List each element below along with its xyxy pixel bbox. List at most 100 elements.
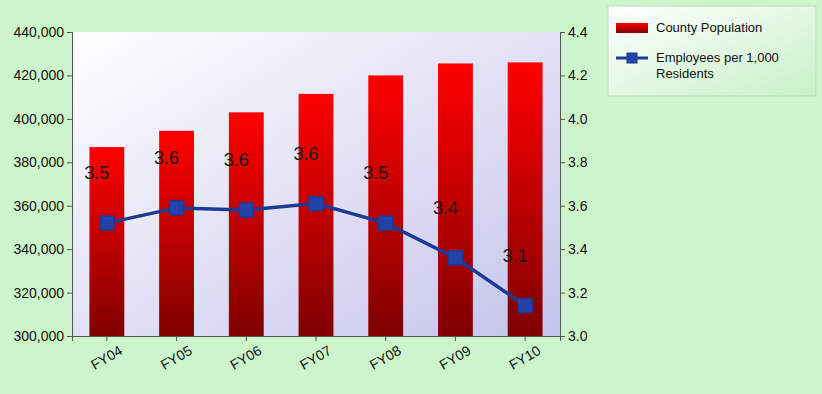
tick-mark — [316, 336, 317, 341]
axis-line — [561, 33, 566, 337]
tick-mark — [67, 336, 72, 337]
tick-label: 440,000 — [13, 24, 64, 40]
x-axis: FY04 FY05 FY06 FY07 FY08 FY09 FY10 — [73, 336, 561, 373]
data-label: 3.4 — [433, 198, 458, 218]
tick-label: 4.2 — [568, 67, 588, 83]
tick-label: 340,000 — [13, 241, 64, 257]
tick: FY09 — [436, 336, 473, 373]
tick-mark — [560, 75, 565, 76]
bar — [508, 62, 543, 336]
data-label: 3.5 — [363, 163, 388, 183]
tick-label: 4.4 — [568, 24, 588, 40]
tick-mark — [385, 336, 386, 341]
tick: 320,000 — [13, 285, 72, 301]
tick: FY04 — [88, 336, 125, 373]
tick: 300,000 — [13, 328, 72, 344]
marker — [309, 197, 323, 211]
data-label: 3.6 — [224, 150, 249, 170]
tick-label: FY08 — [367, 342, 404, 373]
tick: 360,000 — [13, 198, 72, 214]
legend-label-line: Residents — [656, 66, 714, 81]
tick-label: 3.4 — [568, 241, 588, 257]
legend: County Population Employees per 1,000Resi… — [608, 6, 816, 96]
marker — [448, 251, 462, 265]
tick-label: FY10 — [506, 342, 543, 373]
legend-label: County Population — [656, 20, 762, 35]
tick: 3.0 — [560, 328, 588, 344]
tick: 420,000 — [13, 67, 72, 83]
tick-label: 3.2 — [568, 285, 588, 301]
tick-mark — [560, 119, 565, 120]
bar — [299, 94, 334, 336]
tick-label: 3.8 — [568, 154, 588, 170]
tick-mark — [67, 162, 72, 163]
tick-mark — [455, 336, 456, 341]
tick: 380,000 — [13, 154, 72, 170]
tick-mark — [246, 336, 247, 341]
tick-mark — [560, 206, 565, 207]
tick: FY06 — [227, 336, 264, 373]
tick-label: 300,000 — [13, 328, 64, 344]
data-label: 3.5 — [84, 163, 109, 183]
legend-label-line: Employees per 1,000 — [656, 50, 779, 65]
tick-label: 4.0 — [568, 111, 588, 127]
bar — [368, 75, 403, 336]
tick-label: 3.6 — [568, 198, 588, 214]
data-label: 3.6 — [154, 148, 179, 168]
tick-label: 320,000 — [13, 285, 64, 301]
tick: 400,000 — [13, 111, 72, 127]
tick: 3.8 — [560, 154, 588, 170]
tick-mark — [67, 32, 72, 33]
legend-marker — [627, 53, 637, 63]
tick-mark — [560, 249, 565, 250]
tick-mark — [106, 336, 107, 341]
tick-mark — [67, 206, 72, 207]
marker — [379, 216, 393, 230]
marker — [100, 216, 114, 230]
axis-line — [67, 33, 73, 337]
tick: 340,000 — [13, 241, 72, 257]
tick-label: 360,000 — [13, 198, 64, 214]
tick-label: 3.0 — [568, 328, 588, 344]
tick-mark — [560, 162, 565, 163]
marker — [518, 299, 532, 313]
marks — [89, 62, 542, 336]
y-axis: 300,000 320,000 340,000 360,000 380,000 400,0… — [13, 24, 72, 344]
marker — [239, 203, 253, 217]
tick: 440,000 — [13, 24, 72, 40]
legend-box — [608, 6, 816, 96]
line — [107, 204, 525, 306]
plot-area — [72, 32, 560, 336]
chart: 3.5 3.6 3.6 3.6 3.5 3.4 3.1 300,000 320,000 340,0… — [0, 0, 822, 394]
tick: FY08 — [367, 336, 404, 373]
marker — [170, 201, 184, 215]
tick-label: FY07 — [297, 342, 334, 373]
tick-mark — [67, 249, 72, 250]
tick-label: FY06 — [227, 342, 264, 373]
data-label: 3.6 — [293, 144, 318, 164]
tick-label: 420,000 — [13, 67, 64, 83]
tick-label: 380,000 — [13, 154, 64, 170]
tick-label: FY04 — [88, 342, 125, 373]
data-labels: 3.5 3.6 3.6 3.6 3.5 3.4 3.1 — [84, 144, 527, 266]
tick: FY05 — [158, 336, 195, 373]
tick-label: 400,000 — [13, 111, 64, 127]
tick-mark — [67, 75, 72, 76]
axis-line — [73, 337, 561, 342]
tick: 3.2 — [560, 285, 588, 301]
tick: FY07 — [297, 336, 334, 373]
tick-mark — [67, 293, 72, 294]
y2-axis: 3.0 3.2 3.4 3.6 3.8 4.0 4.2 4.4 — [560, 24, 588, 344]
tick: 4.0 — [560, 111, 588, 127]
background — [0, 0, 822, 394]
tick: FY10 — [506, 336, 543, 373]
data-label: 3.1 — [503, 246, 528, 266]
tick: 4.4 — [560, 24, 588, 40]
legend-label-line: County Population — [656, 20, 762, 35]
tick-mark — [560, 293, 565, 294]
bar — [229, 112, 264, 336]
tick-mark — [67, 119, 72, 120]
tick-label: FY05 — [158, 342, 195, 373]
legend-label: Employees per 1,000Residents — [656, 50, 779, 81]
legend-swatch — [616, 23, 648, 33]
